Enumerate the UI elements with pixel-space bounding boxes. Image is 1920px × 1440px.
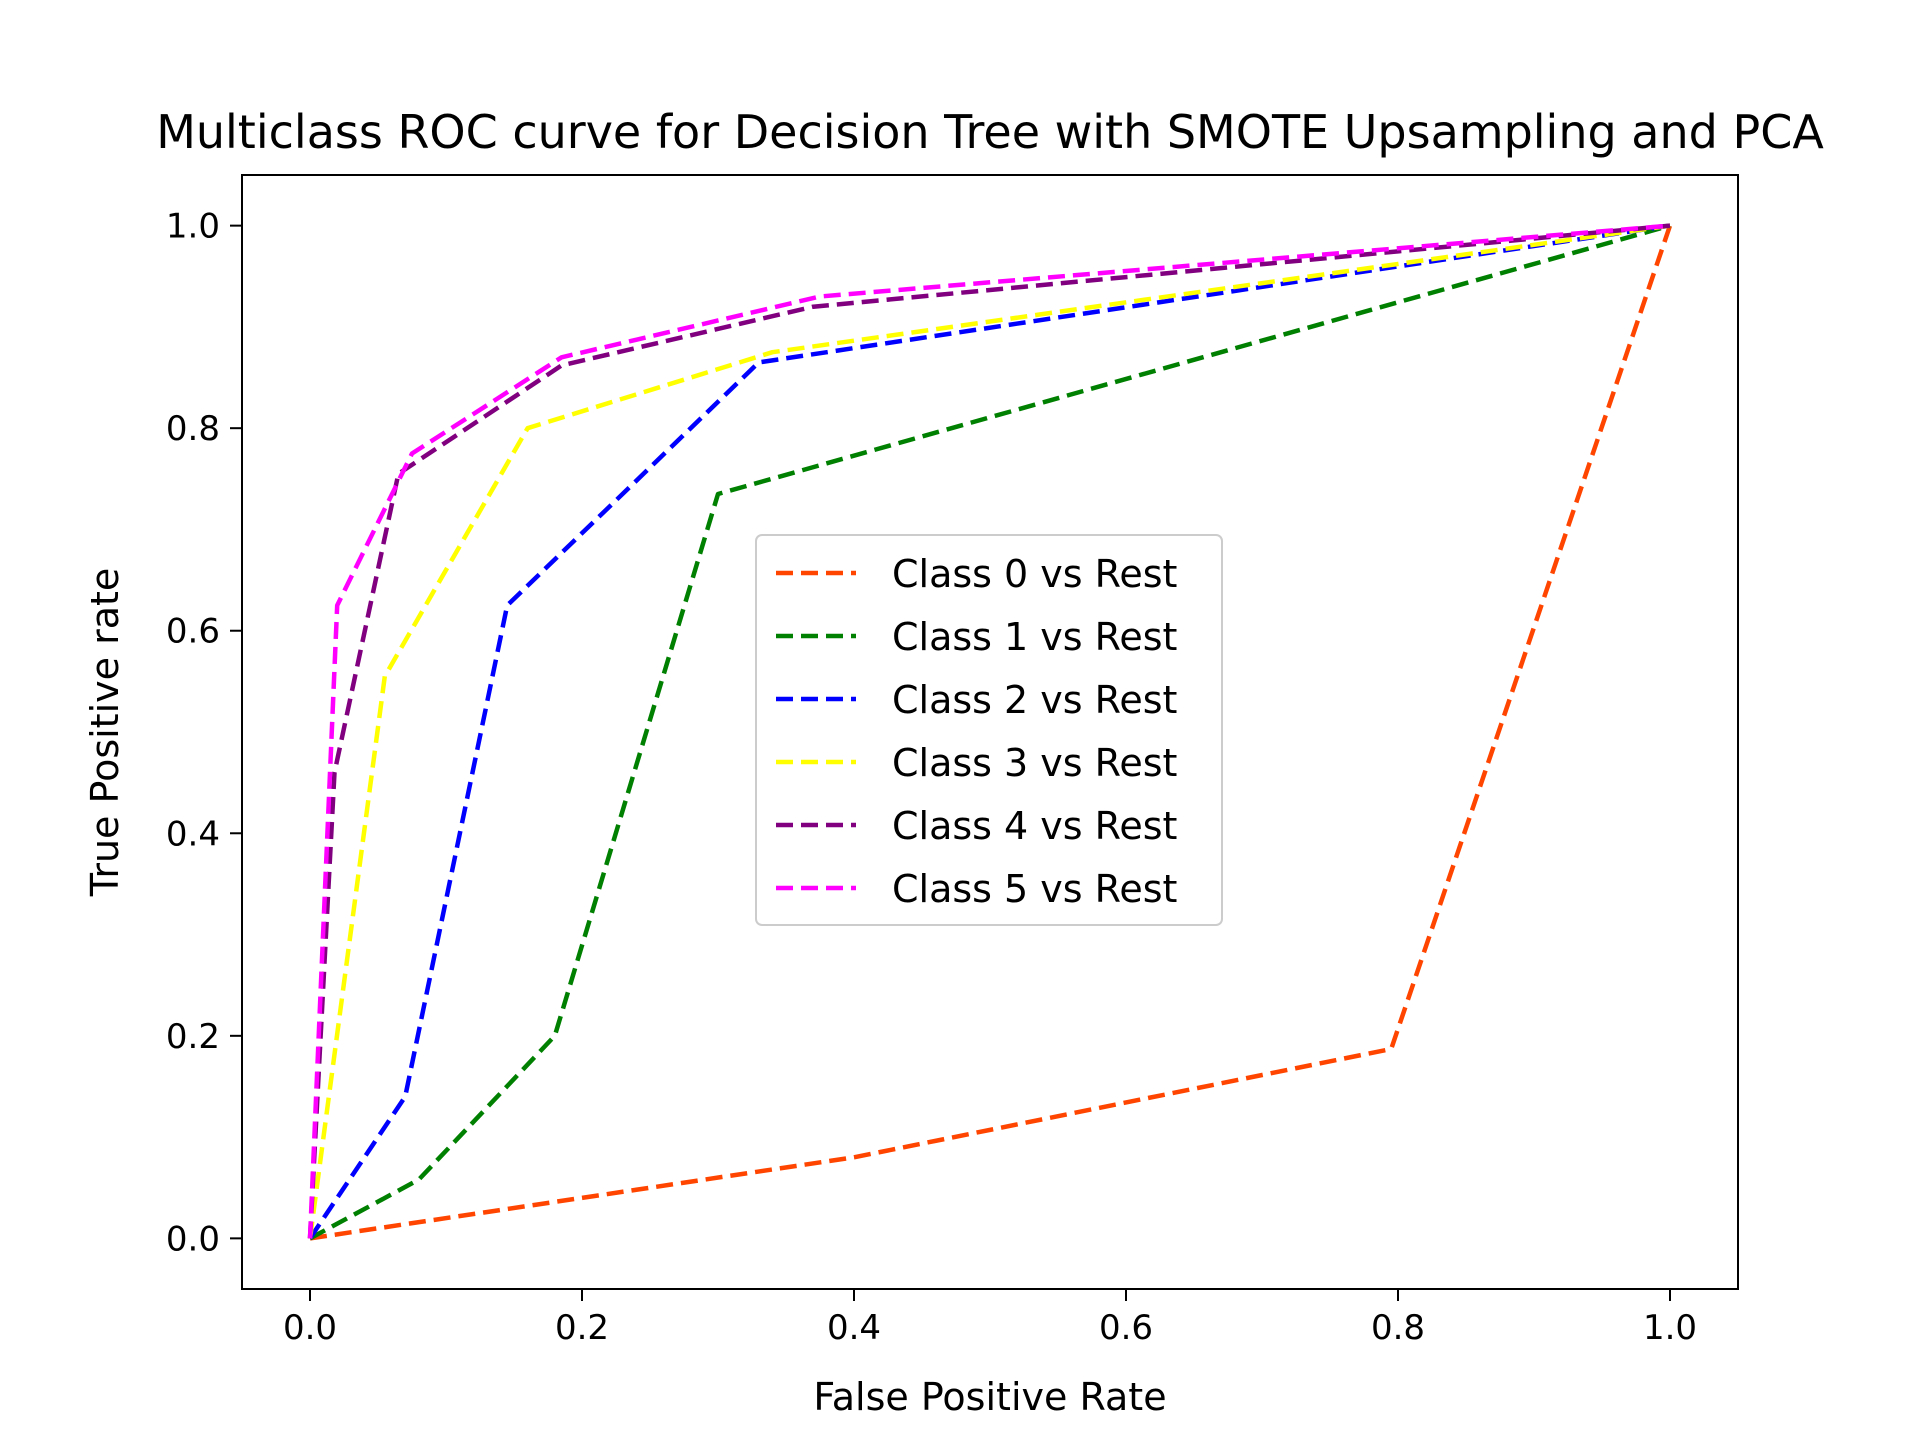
x-axis-label: False Positive Rate bbox=[813, 1375, 1166, 1419]
y-axis-label: True Positive rate bbox=[83, 568, 127, 898]
y-tick-label: 0.2 bbox=[166, 1017, 220, 1057]
x-axis-ticks: 0.0 0.2 0.4 0.6 0.8 1.0 bbox=[283, 1289, 1697, 1348]
series-line-class-2 bbox=[308, 223, 1671, 1240]
x-tick-label: 0.4 bbox=[827, 1308, 881, 1348]
series-line-class-4 bbox=[307, 223, 1671, 1239]
legend-label-class-4: Class 4 vs Rest bbox=[892, 804, 1177, 848]
y-tick-label: 0.0 bbox=[166, 1219, 220, 1259]
series-line-class-0 bbox=[309, 224, 1673, 1241]
series-line-class-3 bbox=[307, 223, 1671, 1239]
series-line-class-5 bbox=[307, 223, 1671, 1239]
series-layer bbox=[307, 223, 1673, 1241]
legend: Class 0 vs Rest Class 1 vs Rest Class 2 vs… bbox=[755, 534, 1223, 926]
y-tick-label: 1.0 bbox=[166, 207, 220, 247]
chart-title: Multiclass ROC curve for Decision Tree w… bbox=[156, 105, 1824, 159]
y-tick-label: 0.6 bbox=[166, 612, 220, 652]
legend-label-class-0: Class 0 vs Rest bbox=[892, 552, 1177, 596]
legend-label-class-1: Class 1 vs Rest bbox=[892, 615, 1177, 659]
y-axis-ticks: 0.0 0.2 0.4 0.6 0.8 1.0 bbox=[166, 207, 242, 1259]
y-tick-label: 0.4 bbox=[166, 814, 220, 854]
legend-label-class-3: Class 3 vs Rest bbox=[892, 741, 1177, 785]
legend-label-class-5: Class 5 vs Rest bbox=[892, 867, 1177, 911]
x-tick-label: 0.2 bbox=[555, 1308, 609, 1348]
legend-box bbox=[755, 534, 1223, 926]
series-line-class-1 bbox=[308, 223, 1671, 1241]
x-tick-label: 1.0 bbox=[1643, 1308, 1697, 1348]
plot-area-frame bbox=[241, 174, 1739, 1290]
x-tick-label: 0.6 bbox=[1099, 1308, 1153, 1348]
y-tick-label: 0.8 bbox=[166, 409, 220, 449]
legend-items: Class 0 vs Rest Class 1 vs Rest Class 2 vs… bbox=[776, 552, 1177, 911]
x-tick-label: 0.8 bbox=[1371, 1308, 1425, 1348]
legend-label-class-2: Class 2 vs Rest bbox=[892, 678, 1177, 722]
x-tick-label: 0.0 bbox=[283, 1308, 337, 1348]
